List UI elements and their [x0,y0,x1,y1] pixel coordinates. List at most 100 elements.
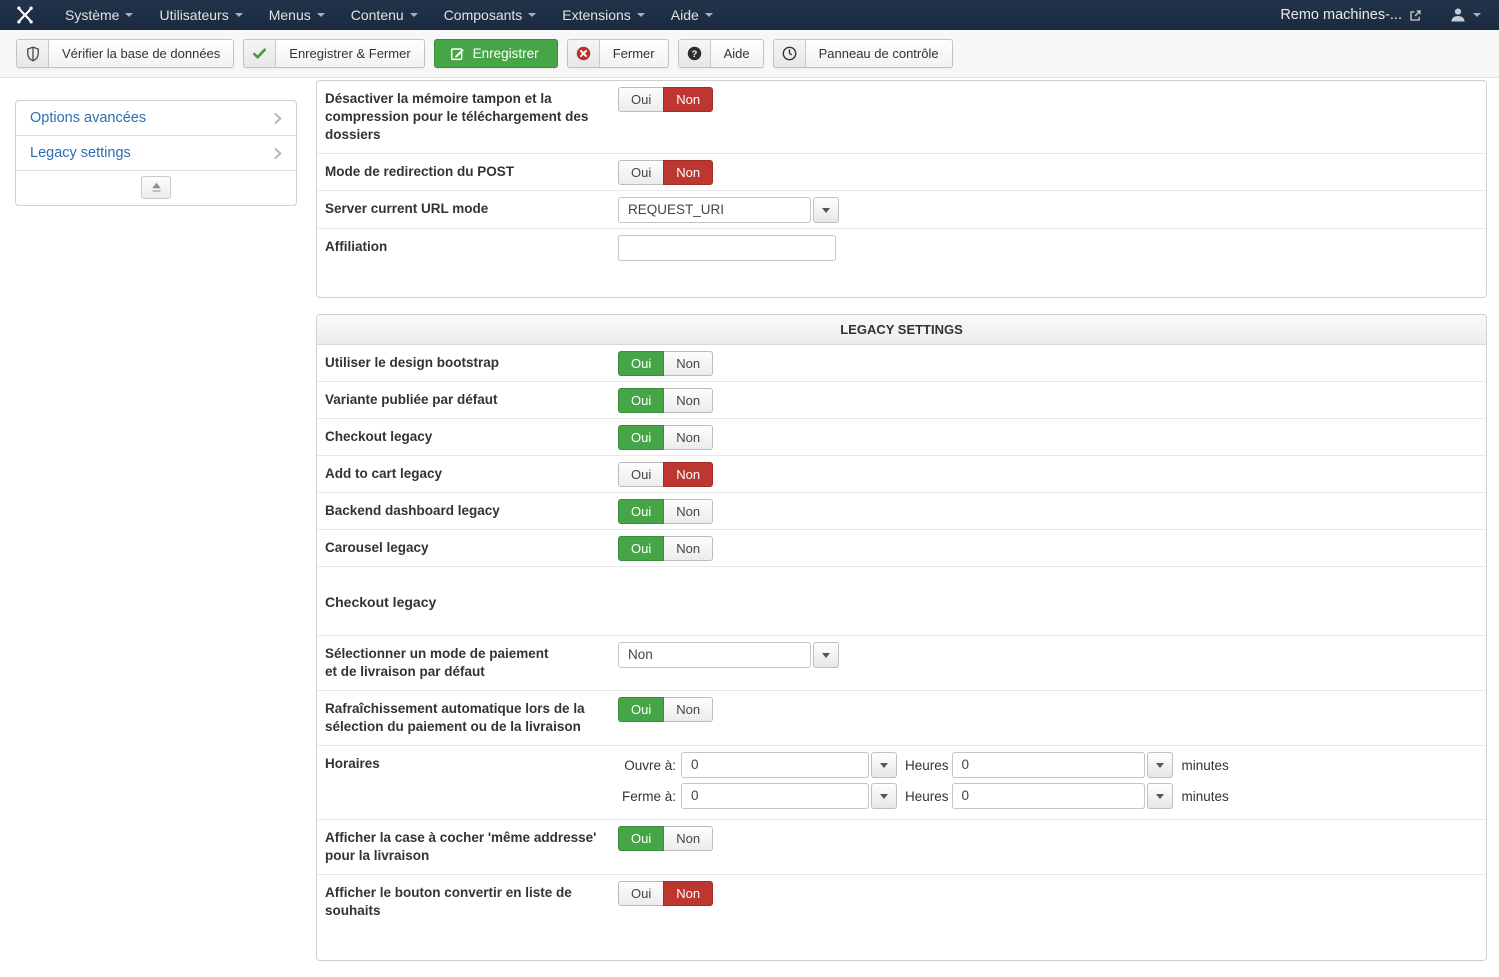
field-control: Ouvre à: 0 Heures 0 minutes Ferme à: 0 Heures 0 m… [618,751,1478,814]
default-published-variant-toggle: Oui Non [618,388,714,413]
menu-systeme[interactable]: Système [52,0,146,30]
menu-contenu[interactable]: Contenu [338,0,431,30]
question-icon: ? [687,46,702,61]
horaires-hours-0-select[interactable]: 0 [681,752,897,778]
row-disable-buffer-compression: Désactiver la mémoire tampon et la compr… [317,81,1486,153]
site-name: Remo machines-... [1280,7,1402,23]
non-button[interactable]: Non [663,462,714,487]
menu-extensions[interactable]: Extensions [549,0,657,30]
oui-button[interactable]: Oui [618,388,665,413]
oui-button[interactable]: Oui [618,425,665,450]
caret-down-icon [234,13,243,17]
server-current-url-mode-select[interactable]: REQUEST_URI [618,197,839,223]
menu-label: Extensions [562,7,631,23]
non-button[interactable]: Non [663,697,714,722]
select-dropdown-button[interactable] [813,197,839,223]
oui-button[interactable]: Oui [618,536,665,561]
oui-button[interactable]: Oui [618,462,665,487]
row-post-redirect-mode: Mode de redirection du POST Oui Non [317,153,1486,190]
non-button[interactable]: Non [663,351,714,376]
horaires-hours-1-select[interactable]: 0 [681,783,897,809]
non-button[interactable]: Non [663,87,714,112]
select-dropdown-button[interactable] [813,642,839,668]
save-close-button[interactable]: Enregistrer & Fermer [243,39,425,68]
joomla-logo [15,5,35,25]
oui-button[interactable]: Oui [618,881,665,906]
caret-down-icon [880,793,888,799]
horaires-minutes-1-select[interactable]: 0 [951,783,1173,809]
joomla-logo[interactable] [14,4,36,26]
oui-button[interactable]: Oui [618,351,665,376]
oui-button[interactable]: Oui [618,499,665,524]
field-label: Add to cart legacy [325,466,443,481]
default-payment-shipping-select[interactable]: Non [618,642,839,668]
affiliation-input[interactable] [618,235,836,261]
menu-aide[interactable]: Aide [658,0,726,30]
button-label: Enregistrer [472,46,539,61]
field-label: Rafraîchissement automatique lors de la … [325,701,585,734]
user-menu[interactable] [1450,7,1485,23]
site-preview-link[interactable]: Remo machines-... [1280,7,1422,23]
oui-button[interactable]: Oui [618,697,665,722]
collapse-button[interactable] [141,176,171,199]
menu-utilisateurs[interactable]: Utilisateurs [146,0,255,30]
save-button[interactable]: Enregistrer [433,39,558,68]
button-label: Enregistrer & Fermer [276,40,424,67]
hours-label: Heures [905,788,949,804]
select-dropdown-button[interactable] [871,783,897,809]
field-control: Oui Non [618,159,1478,185]
caret-down-icon [822,652,830,658]
select-value: 0 [951,783,1145,809]
field-label: Backend dashboard legacy [325,503,500,518]
non-button[interactable]: Non [663,826,714,851]
sidebar-item-options-avancees[interactable]: Options avancées [16,101,296,136]
edit-icon [450,46,465,61]
field-label: Checkout legacy [325,429,433,444]
caret-down-icon [1155,762,1164,768]
topbar: Système Utilisateurs Menus Contenu Composant… [0,0,1499,30]
menu-composants[interactable]: Composants [431,0,550,30]
non-button[interactable]: Non [663,160,714,185]
sidebar-item-legacy-settings[interactable]: Legacy settings [16,136,296,171]
row-default-published-variant: Variante publiée par défaut Oui Non [317,381,1486,418]
field-control: Non [618,641,1478,668]
field-control: Oui Non [618,387,1478,413]
external-link-icon [1409,9,1422,22]
field-label: Variante publiée par défaut [325,392,498,407]
close-icon [576,46,591,61]
horaires-minutes-0-select[interactable]: 0 [951,752,1173,778]
main-menu: Système Utilisateurs Menus Contenu Composant… [52,0,726,30]
oui-button[interactable]: Oui [618,160,665,185]
field-control: Oui Non [618,880,1478,906]
non-button[interactable]: Non [663,499,714,524]
row-add-to-cart-legacy: Add to cart legacy Oui Non [317,455,1486,492]
help-button[interactable]: ? Aide [677,39,764,68]
row-carousel-legacy: Carousel legacy Oui Non [317,529,1486,566]
select-value: 0 [681,783,869,809]
select-dropdown-button[interactable] [871,752,897,778]
field-label: Affiliation [325,239,388,254]
field-control: Oui Non [618,86,1478,112]
oui-button[interactable]: Oui [618,826,665,851]
non-button[interactable]: Non [663,425,714,450]
field-label: Afficher le bouton convertir en liste de… [325,885,572,918]
check-database-button[interactable]: Vérifier la base de données [16,39,235,68]
non-button[interactable]: Non [663,536,714,561]
sidebar-collapse-row [16,171,296,205]
row-same-address-checkbox: Afficher la case à cocher 'même addresse… [317,819,1486,874]
oui-button[interactable]: Oui [618,87,665,112]
row-horaires: Horaires Ouvre à: 0 Heures 0 minutes Ferme à: 0… [317,745,1486,819]
row-convert-wishlist-button: Afficher le bouton convertir en liste de… [317,874,1486,960]
menu-label: Système [65,7,120,23]
field-label: Carousel legacy [325,540,429,555]
minutes-label: minutes [1181,757,1229,773]
non-button[interactable]: Non [663,388,714,413]
field-label: Utiliser le design bootstrap [325,355,500,370]
menu-menus[interactable]: Menus [256,0,338,30]
select-dropdown-button[interactable] [1146,783,1173,809]
control-panel-button[interactable]: Panneau de contrôle [772,39,953,68]
close-button[interactable]: Fermer [566,39,669,68]
select-value: Non [618,642,811,668]
non-button[interactable]: Non [663,881,714,906]
select-dropdown-button[interactable] [1146,752,1173,778]
